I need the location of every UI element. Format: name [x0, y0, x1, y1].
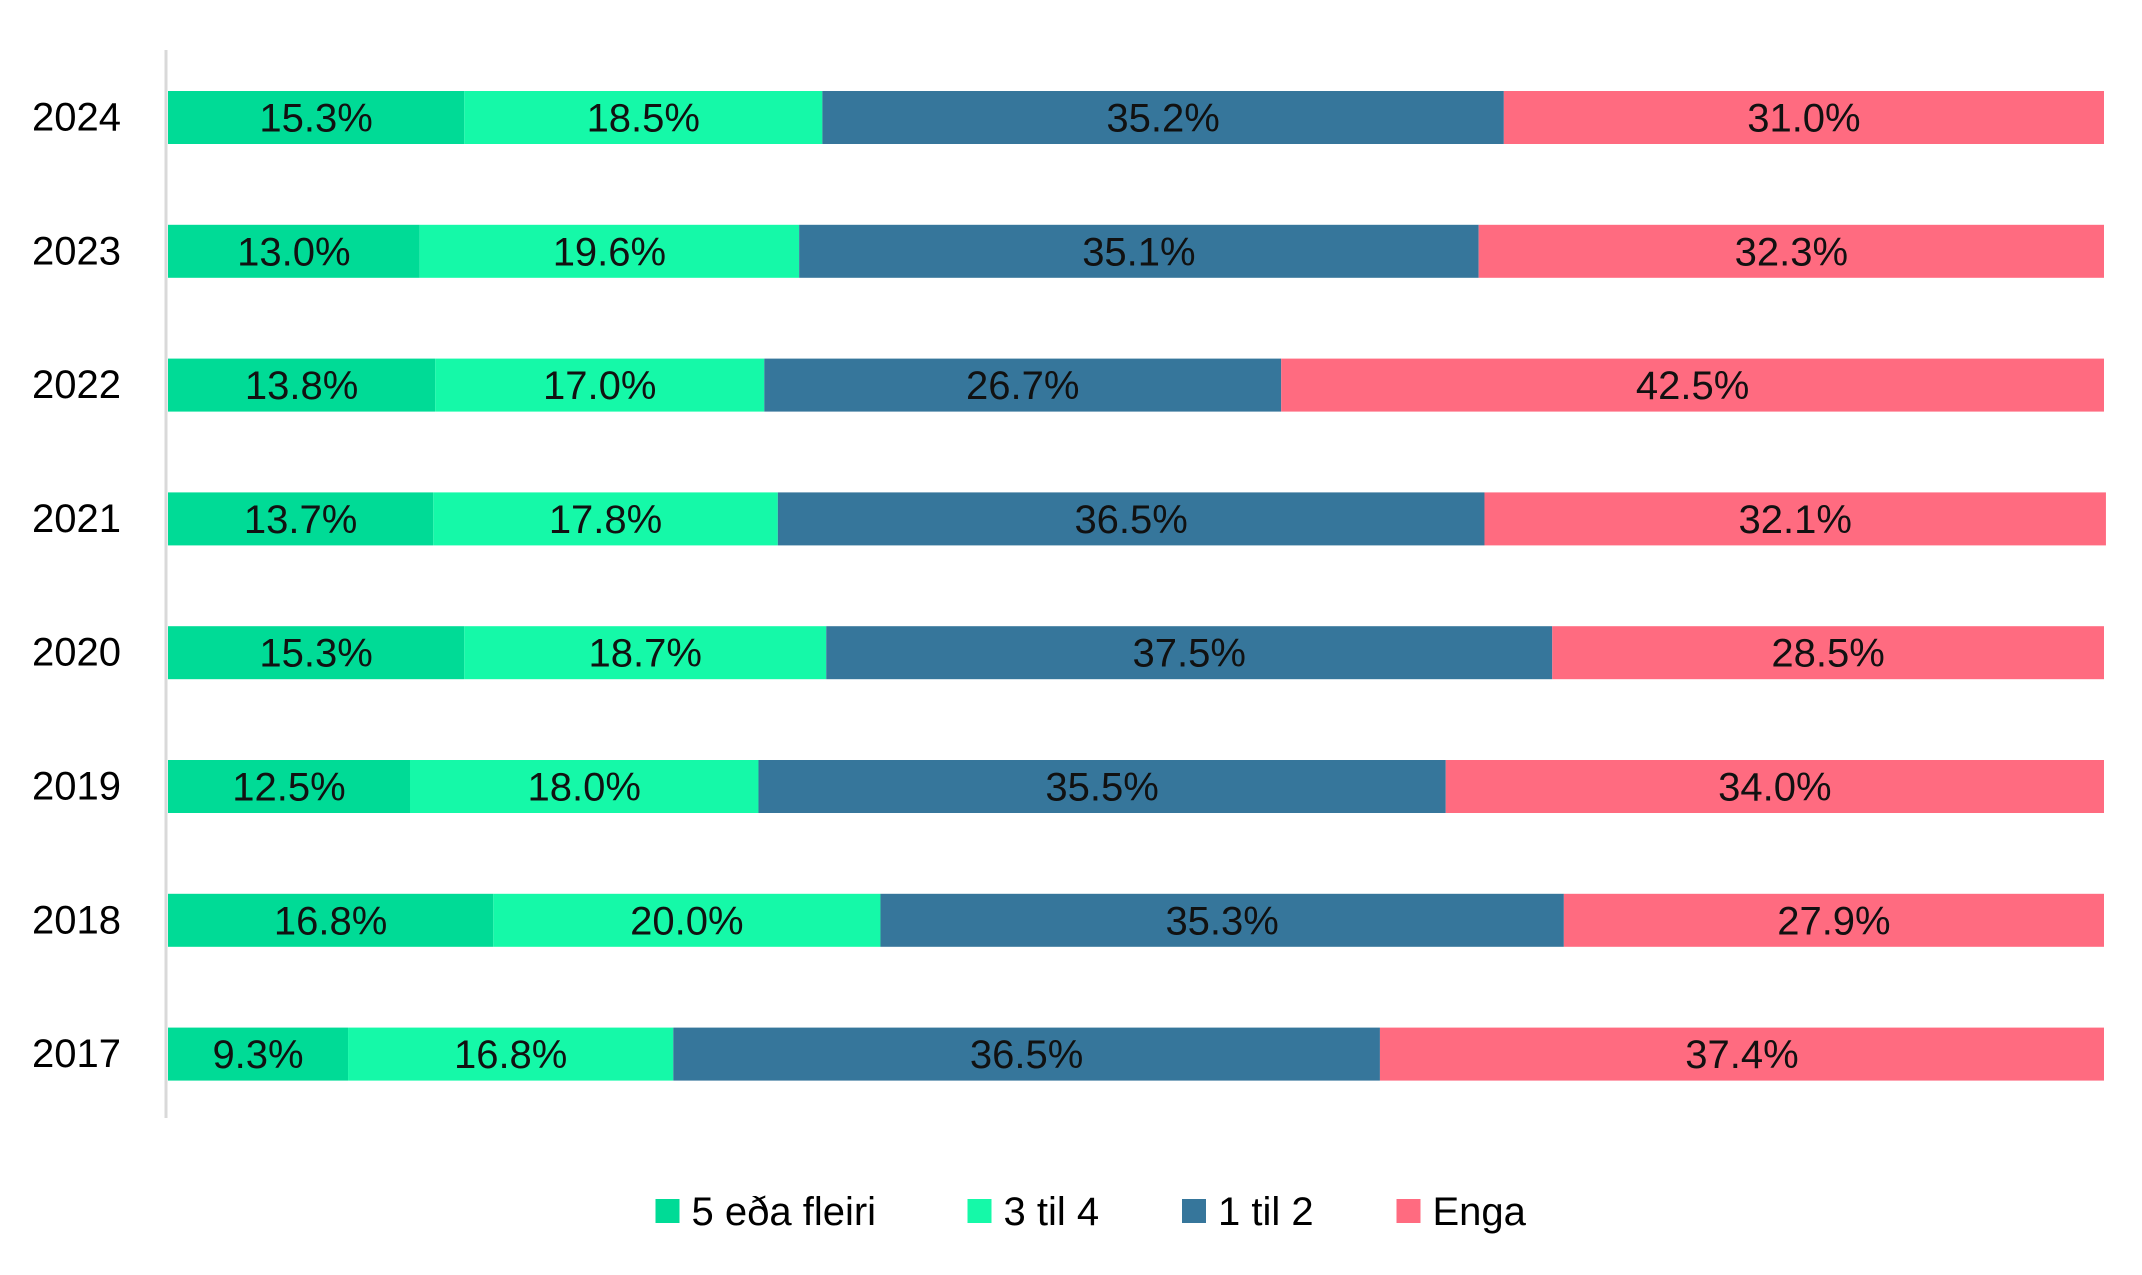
data-label-2021-series-3: 32.1% — [1738, 498, 1851, 542]
data-label-2021-series-2: 36.5% — [1074, 498, 1187, 542]
category-label-2023: 2023 — [32, 229, 121, 273]
bar-2018-series-1 — [493, 893, 881, 947]
bar-2017-series-0 — [168, 1027, 349, 1081]
bar-2024-series-1 — [464, 91, 823, 144]
legend-label-3: Enga — [1433, 1190, 1527, 1234]
bar-2019-series-3 — [1445, 760, 2104, 813]
bar-2024-series-2 — [822, 91, 1504, 144]
data-label-2017-series-0: 9.3% — [212, 1033, 303, 1077]
data-label-2019-series-3: 34.0% — [1718, 766, 1831, 810]
category-label-2017: 2017 — [32, 1032, 121, 1076]
category-label-2024: 2024 — [32, 96, 121, 140]
data-label-2024-series-0: 15.3% — [259, 97, 372, 141]
legend: 5 eða fleiri 3 til 4 1 til 2 Enga — [655, 1190, 1527, 1234]
data-label-2023-series-0: 13.0% — [237, 230, 350, 274]
data-label-2021-series-0: 13.7% — [244, 498, 357, 542]
bar-2022-series-1 — [435, 358, 765, 412]
bar-2022-series-3 — [1281, 358, 2104, 412]
labels-layer: 2024 15.3% 18.5% 35.2% 31.0% 2023 13.0% 19.6% 35… — [32, 96, 1891, 1078]
data-label-2023-series-2: 35.1% — [1082, 230, 1195, 274]
data-label-2020-series-2: 37.5% — [1133, 632, 1246, 676]
bar-2021-series-3 — [1484, 492, 2106, 546]
bar-2020-series-0 — [168, 626, 465, 680]
category-label-2018: 2018 — [32, 898, 121, 942]
bar-2019-series-2 — [758, 760, 1446, 813]
bar-2017-series-1 — [348, 1027, 674, 1081]
data-label-2017-series-3: 37.4% — [1685, 1033, 1798, 1077]
legend-swatch-2 — [1182, 1199, 1206, 1223]
bar-2020-series-1 — [464, 626, 827, 680]
bar-2022-series-0 — [168, 358, 436, 412]
category-label-2022: 2022 — [32, 363, 121, 407]
bar-2023-series-1 — [419, 224, 800, 278]
data-label-2019-series-0: 12.5% — [232, 766, 345, 810]
data-label-2021-series-1: 17.8% — [549, 498, 662, 542]
data-label-2019-series-1: 18.0% — [528, 766, 641, 810]
data-label-2022-series-1: 17.0% — [543, 364, 656, 408]
legend-label-0: 5 eða fleiri — [692, 1190, 877, 1234]
bar-2017-series-3 — [1379, 1027, 2104, 1081]
bar-2017-series-2 — [673, 1027, 1380, 1081]
legend-label-1: 3 til 4 — [1004, 1190, 1100, 1234]
data-label-2020-series-0: 15.3% — [259, 632, 372, 676]
bar-2019-series-0 — [168, 760, 410, 813]
legend-swatch-3 — [1396, 1199, 1421, 1223]
data-label-2024-series-1: 18.5% — [587, 97, 700, 141]
data-label-2018-series-3: 27.9% — [1777, 899, 1890, 943]
bar-2019-series-1 — [410, 760, 759, 813]
legend-label-2: 1 til 2 — [1218, 1190, 1314, 1234]
data-label-2023-series-3: 32.3% — [1735, 230, 1848, 274]
bar-2024-series-3 — [1503, 91, 2104, 144]
data-label-2017-series-2: 36.5% — [970, 1033, 1083, 1077]
data-label-2022-series-0: 13.8% — [245, 364, 358, 408]
data-label-2020-series-3: 28.5% — [1771, 632, 1884, 676]
data-label-2024-series-3: 31.0% — [1747, 97, 1860, 141]
bar-2018-series-3 — [1563, 893, 2104, 947]
data-label-2022-series-3: 42.5% — [1636, 364, 1749, 408]
data-label-2024-series-2: 35.2% — [1106, 97, 1219, 141]
bar-2023-series-2 — [799, 224, 1479, 278]
data-label-2018-series-2: 35.3% — [1165, 899, 1278, 943]
bar-2021-series-0 — [168, 492, 434, 546]
data-label-2017-series-1: 16.8% — [454, 1033, 567, 1077]
bar-2018-series-0 — [168, 893, 494, 947]
legend-swatch-1 — [967, 1199, 992, 1223]
category-label-2019: 2019 — [32, 765, 121, 809]
data-label-2023-series-1: 19.6% — [553, 230, 666, 274]
bar-2020-series-2 — [826, 626, 1553, 680]
bar-2023-series-3 — [1478, 224, 2104, 278]
bar-2024-series-0 — [168, 91, 465, 144]
data-label-2022-series-2: 26.7% — [966, 364, 1079, 408]
legend-swatch-0 — [655, 1199, 680, 1223]
bar-2021-series-1 — [433, 492, 778, 546]
data-label-2019-series-2: 35.5% — [1045, 766, 1158, 810]
bar-2018-series-2 — [880, 893, 1564, 947]
data-label-2018-series-0: 16.8% — [274, 899, 387, 943]
category-label-2021: 2021 — [32, 497, 121, 541]
data-label-2018-series-1: 20.0% — [630, 899, 743, 943]
bar-2022-series-2 — [764, 358, 1282, 412]
bar-2020-series-3 — [1552, 626, 2104, 680]
bar-2021-series-2 — [777, 492, 1485, 546]
category-label-2020: 2020 — [32, 631, 121, 675]
data-label-2020-series-1: 18.7% — [589, 632, 702, 676]
bars-layer — [168, 91, 2106, 1081]
bar-2023-series-0 — [168, 224, 420, 278]
